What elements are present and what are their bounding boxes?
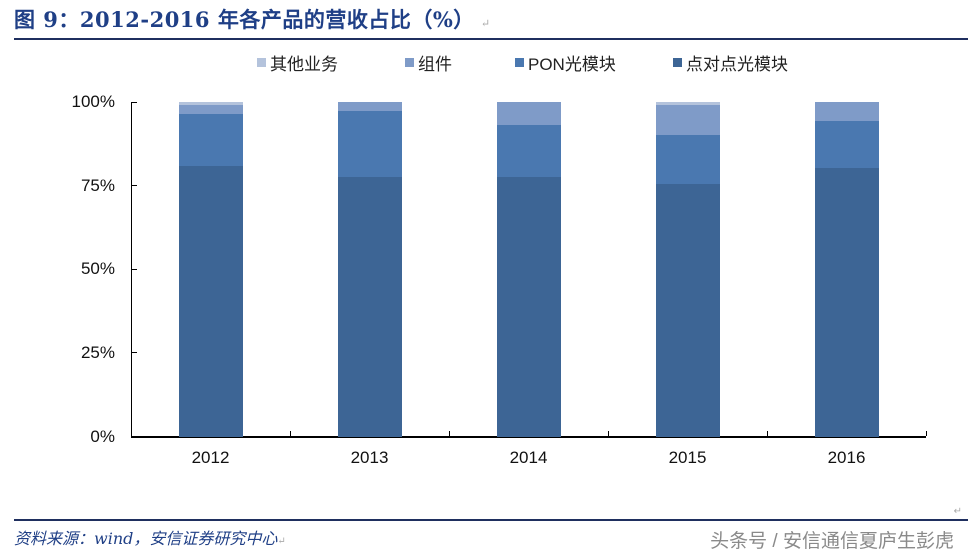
legend-swatch-icon <box>405 58 414 67</box>
bar-segment <box>337 177 402 437</box>
bar-2014 <box>496 102 561 437</box>
y-tick-label: 0% <box>90 426 115 446</box>
bar-2015 <box>655 102 720 437</box>
return-mark: ↵ <box>953 506 962 517</box>
bar-segment <box>496 176 561 437</box>
y-tick-label: 25% <box>80 342 115 362</box>
bar-segment <box>178 102 243 106</box>
bar-segment <box>655 105 720 136</box>
y-tick <box>131 185 137 187</box>
legend-label: 点对点光模块 <box>686 55 788 74</box>
y-tick <box>131 268 137 270</box>
source-note: 资料来源：wind，安信证券研究中心↵ <box>14 525 286 549</box>
bar-segment <box>814 168 879 437</box>
bar-segment <box>337 102 402 112</box>
legend-label: 组件 <box>418 55 452 74</box>
x-tick <box>767 431 768 436</box>
legend-item: PON光模块 <box>515 50 616 75</box>
source-text: 资料来源：wind，安信证券研究中心 <box>14 529 278 548</box>
y-tick-label: 100% <box>71 92 115 111</box>
legend-item: 组件 <box>405 50 452 75</box>
y-tick-label: 75% <box>80 175 115 195</box>
bar-segment <box>814 121 879 169</box>
figure-title: 图 9：2012-2016 年各产品的营收占比（%） ↵ <box>14 4 491 34</box>
bar-segment <box>496 102 561 126</box>
x-tick-label: 2016 <box>827 448 866 467</box>
legend-label: PON光模块 <box>528 55 616 74</box>
legend-label: 其他业务 <box>270 55 338 74</box>
bar-segment <box>814 102 879 122</box>
bar-2013 <box>337 102 402 437</box>
bar-segment <box>655 102 720 106</box>
x-tick <box>449 431 450 436</box>
bar-2016 <box>814 102 879 437</box>
x-tick-label: 2015 <box>668 448 707 467</box>
legend-swatch-icon <box>515 58 524 67</box>
y-tick <box>131 352 137 354</box>
legend-swatch-icon <box>673 58 682 67</box>
x-tick-label: 2012 <box>191 448 230 467</box>
legend-item: 其他业务 <box>257 50 338 75</box>
x-tick <box>290 431 291 436</box>
figure-title-text: 图 9：2012-2016 年各产品的营收占比（%） <box>14 7 475 32</box>
x-tick-label: 2013 <box>350 448 389 467</box>
y-tick <box>131 101 137 103</box>
legend-swatch-icon <box>257 58 266 67</box>
bar-segment <box>178 113 243 166</box>
watermark: 头条号 / 安信通信夏庐生彭虎 <box>710 531 954 552</box>
x-tick <box>926 431 927 436</box>
x-tick-label: 2014 <box>509 448 548 467</box>
return-mark: ↵ <box>277 536 286 547</box>
x-tick <box>608 431 609 436</box>
bar-2012 <box>178 102 243 437</box>
legend-item: 点对点光模块 <box>673 50 788 75</box>
bar-segment <box>337 111 402 178</box>
y-tick <box>131 436 137 437</box>
bar-segment <box>178 105 243 114</box>
footer-divider <box>14 519 968 521</box>
bar-segment <box>496 125 561 177</box>
return-mark: ↵ <box>480 17 491 30</box>
title-divider <box>14 38 968 40</box>
y-tick-label: 50% <box>80 259 115 279</box>
bar-segment <box>178 165 243 437</box>
bar-segment <box>655 135 720 184</box>
x-axis <box>131 436 926 438</box>
bar-segment <box>655 183 720 437</box>
chart-legend: 其他业务 组件 PON光模块 点对点光模块 <box>0 50 968 76</box>
